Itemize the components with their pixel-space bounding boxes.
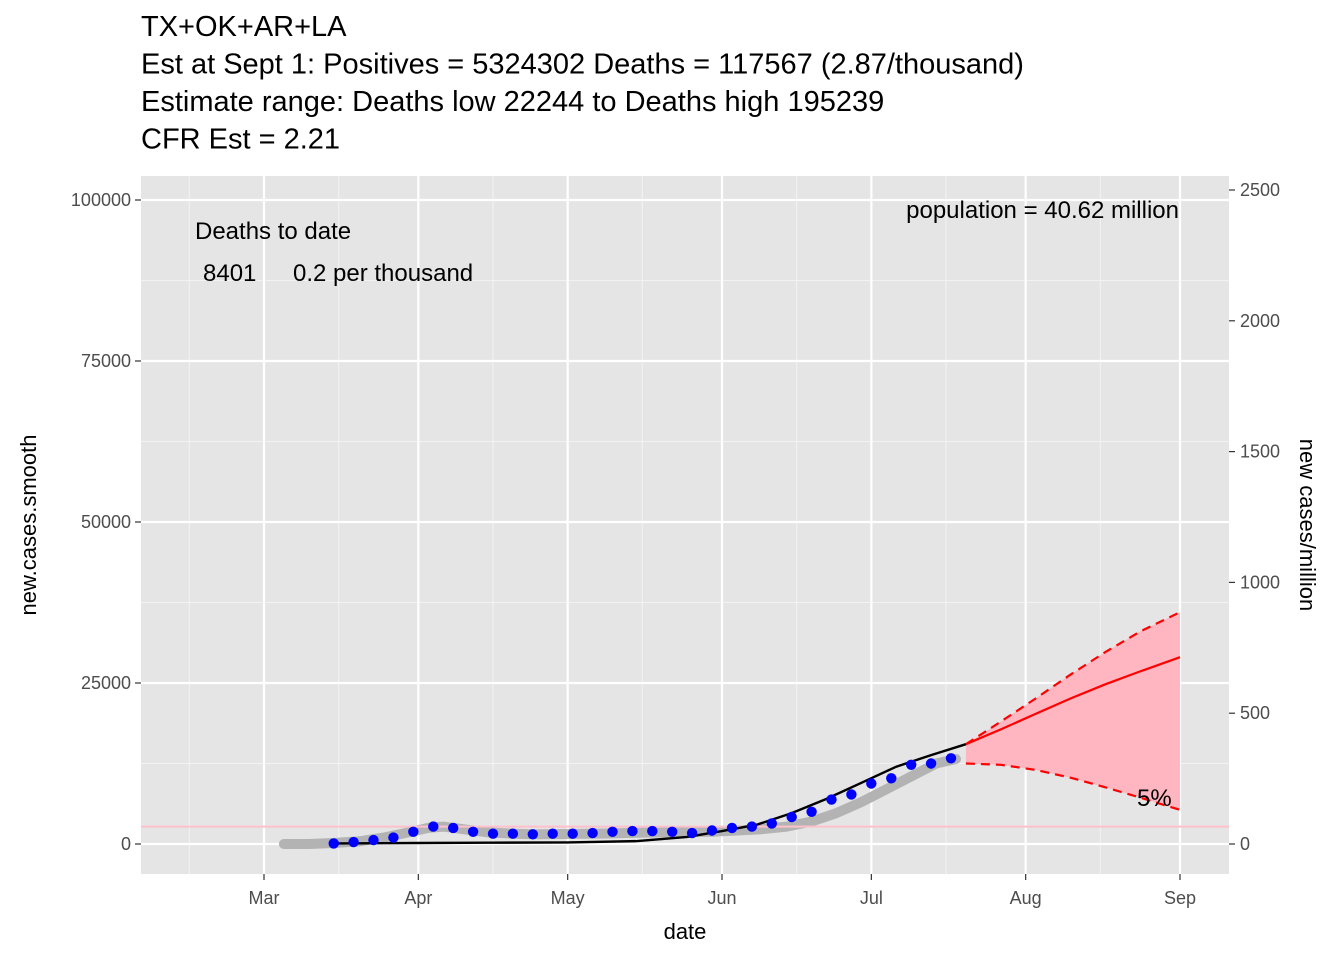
projection-lower-line — [965, 762, 1181, 811]
deaths-count: 8401 — [203, 260, 256, 287]
title-line-4: CFR Est = 2.21 — [141, 124, 340, 156]
y2-tick-label: 500 — [1240, 703, 1270, 723]
chart-marks — [141, 611, 1229, 849]
data-point — [667, 826, 678, 837]
y2-tick-label: 1500 — [1240, 442, 1280, 462]
x-tick-label: May — [551, 888, 585, 908]
data-point — [448, 822, 459, 834]
model-fit-line — [333, 743, 967, 845]
x-tick-label: Jul — [860, 888, 883, 908]
data-point — [388, 832, 399, 843]
data-point — [925, 758, 937, 769]
x-axis-title: date — [664, 919, 707, 944]
deaths-to-date-label: Deaths to date — [195, 218, 351, 245]
data-point — [487, 828, 499, 839]
data-point — [547, 828, 558, 839]
y-tick-label: 0 — [121, 834, 131, 854]
data-point — [806, 806, 817, 817]
data-point — [906, 759, 917, 770]
y2-tick-label: 2500 — [1240, 180, 1280, 200]
projection-line — [965, 656, 1181, 746]
data-point — [587, 827, 598, 839]
data-point — [866, 778, 877, 789]
y-axis-right: 0 500 1000 1500 2000 2500 — [1229, 180, 1280, 854]
projection-ribbon — [965, 612, 1180, 810]
x-tick-label: Jun — [707, 888, 736, 908]
data-point — [627, 825, 638, 837]
y2-tick-label: 1000 — [1240, 572, 1280, 592]
data-point — [507, 828, 519, 839]
data-point — [647, 825, 658, 837]
x-tick-label: Apr — [404, 888, 432, 908]
y-tick-label: 75000 — [81, 351, 131, 371]
data-point — [467, 826, 479, 837]
data-point — [766, 818, 777, 829]
data-point — [567, 828, 578, 839]
data-point — [408, 826, 419, 837]
data-point — [428, 821, 439, 832]
annotations: Deaths to date 8401 0.2 per thousand popula… — [195, 197, 1179, 812]
x-tick-label: Mar — [249, 888, 280, 908]
data-point — [328, 838, 339, 849]
chart-title: TX+OK+AR+LA Est at Sept 1: Positives = 53… — [141, 11, 1024, 156]
data-point — [786, 811, 797, 823]
band-percent-label: 5% — [1137, 785, 1172, 812]
data-point — [348, 836, 359, 848]
y-axis-title: new.cases.smooth — [16, 435, 41, 616]
y-tick-label: 25000 — [81, 673, 131, 693]
data-point — [686, 827, 698, 839]
x-tick-label: Sep — [1164, 888, 1196, 908]
data-point — [726, 822, 738, 834]
y-tick-label: 50000 — [81, 512, 131, 532]
population-label: population = 40.62 million — [906, 197, 1179, 224]
title-line-3: Estimate range: Deaths low 22244 to Deat… — [141, 86, 884, 118]
title-line-1: TX+OK+AR+LA — [141, 11, 347, 43]
y2-axis-title: new cases/million — [1295, 439, 1320, 611]
data-point — [706, 825, 718, 836]
data-point — [527, 829, 538, 840]
y2-tick-label: 0 — [1240, 834, 1250, 854]
data-point — [368, 834, 379, 846]
y-tick-label: 100000 — [71, 190, 131, 210]
data-point — [945, 753, 957, 764]
x-axis: Mar Apr May Jun Jul Aug Sep — [249, 874, 1196, 908]
projection-upper-line — [965, 611, 1181, 746]
y2-tick-label: 2000 — [1240, 311, 1280, 331]
title-line-2: Est at Sept 1: Positives = 5324302 Death… — [141, 49, 1024, 81]
data-point — [826, 794, 837, 805]
x-tick-label: Aug — [1010, 888, 1042, 908]
major-gridlines — [141, 176, 1229, 874]
y-axis-left: 0 25000 50000 75000 100000 — [71, 190, 141, 854]
data-point — [746, 821, 758, 832]
data-point — [607, 826, 618, 837]
data-point — [886, 773, 897, 784]
data-point — [846, 789, 857, 800]
deaths-per-thousand: 0.2 per thousand — [293, 260, 473, 287]
